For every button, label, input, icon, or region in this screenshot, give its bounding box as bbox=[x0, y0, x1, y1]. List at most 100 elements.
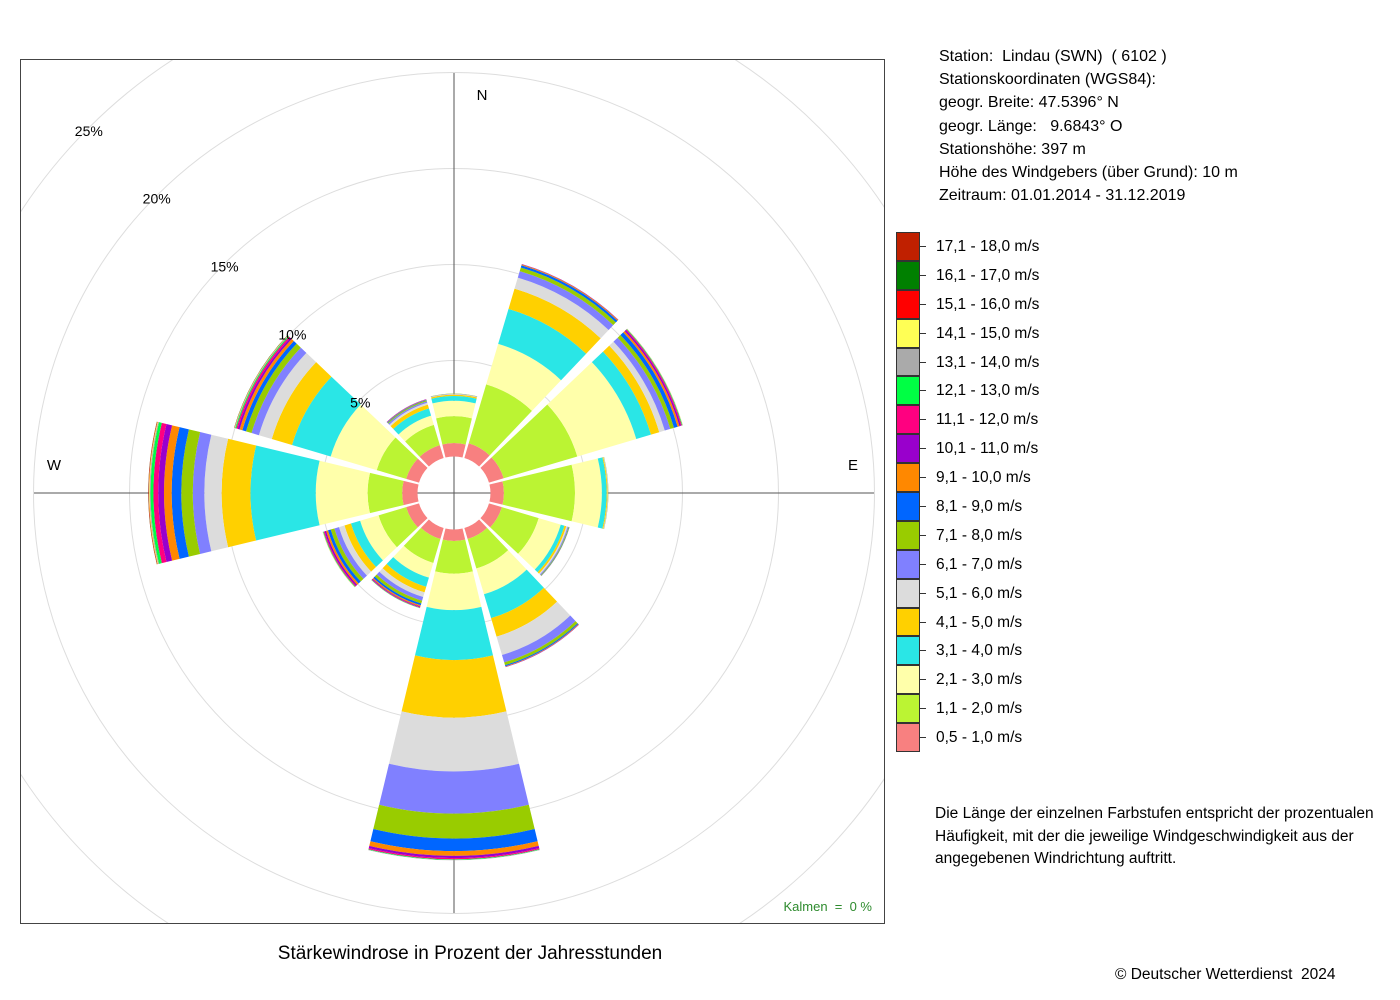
sector-60-class-6 bbox=[609, 341, 665, 433]
explanation-note: Die Länge der einzelnen Farbstufen entsp… bbox=[935, 805, 1374, 867]
sector-120-class-4 bbox=[534, 524, 565, 573]
sector-330-class-5 bbox=[390, 404, 429, 429]
legend-tick bbox=[920, 737, 926, 739]
sector-330-class-1 bbox=[419, 445, 444, 467]
sector-270-class-1 bbox=[402, 480, 419, 506]
sector-240-class-1 bbox=[406, 503, 428, 528]
legend-label: 7,1 - 8,0 m/s bbox=[936, 526, 1023, 544]
sector-300-class-3 bbox=[330, 404, 396, 471]
legend-label: 4,1 - 5,0 m/s bbox=[936, 613, 1023, 631]
legend-tick bbox=[920, 621, 926, 623]
sector-0-class-4 bbox=[431, 396, 477, 404]
legend-label: 14,1 - 15,0 m/s bbox=[936, 324, 1040, 342]
sector-150-class-6 bbox=[496, 601, 571, 655]
sector-330-class-3 bbox=[398, 415, 434, 442]
compass-e: E bbox=[848, 457, 858, 474]
legend-tick bbox=[920, 390, 926, 392]
chart-title: Stärkewindrose in Prozent der Jahresstun… bbox=[277, 943, 663, 964]
sector-270-class-13 bbox=[150, 422, 162, 564]
legend-tick bbox=[920, 592, 926, 594]
sector-300-class-9 bbox=[242, 341, 297, 432]
sector-150-class-8 bbox=[504, 621, 578, 666]
station-coords-heading: Stationskoordinaten (WGS84): bbox=[939, 71, 1156, 89]
sector-180-class-9 bbox=[370, 829, 538, 852]
legend-tick bbox=[920, 650, 926, 652]
compass-n: N bbox=[477, 87, 488, 104]
sector-180-class-12 bbox=[368, 848, 540, 860]
sector-270-class-11 bbox=[158, 423, 173, 563]
legend-label: 3,1 - 4,0 m/s bbox=[936, 642, 1023, 660]
sector-180-class-1 bbox=[442, 528, 466, 541]
sector-180-class-3 bbox=[426, 571, 482, 611]
sector-270-class-5 bbox=[221, 438, 257, 548]
copyright: © Deutscher Wetterdienst 2024 bbox=[1115, 966, 1336, 983]
sector-210-class-9 bbox=[373, 576, 422, 606]
legend-tick bbox=[920, 361, 926, 363]
legend-label: 13,1 - 14,0 m/s bbox=[936, 353, 1040, 371]
sector-180-class-2 bbox=[435, 539, 473, 574]
ring-label-3: 15% bbox=[211, 259, 239, 275]
legend-label: 10,1 - 11,0 m/s bbox=[936, 440, 1039, 458]
sector-210-class-3 bbox=[393, 545, 434, 578]
legend-swatch bbox=[896, 665, 920, 695]
legend-label: 6,1 - 7,0 m/s bbox=[936, 555, 1023, 573]
legend-tick bbox=[920, 274, 926, 276]
sector-90-class-5 bbox=[602, 457, 608, 529]
sector-90-class-6 bbox=[603, 457, 608, 529]
legend-swatch bbox=[896, 463, 920, 493]
sector-150-class-7 bbox=[501, 615, 576, 663]
sector-270-class-16 bbox=[148, 421, 158, 565]
sector-90-class-4 bbox=[597, 457, 607, 529]
sector-60-class-7 bbox=[613, 337, 671, 431]
sector-330-class-7 bbox=[388, 401, 428, 425]
legend-swatch bbox=[896, 434, 920, 464]
sector-270-class-3 bbox=[315, 460, 370, 526]
sector-60-class-5 bbox=[603, 345, 660, 435]
legend-swatch bbox=[896, 376, 920, 406]
sector-150-class-4 bbox=[483, 569, 544, 619]
sector-300-class-8 bbox=[245, 343, 301, 434]
sector-0-class-3 bbox=[432, 400, 476, 419]
legend-swatch bbox=[896, 520, 920, 550]
sector-90-class-1 bbox=[489, 481, 504, 505]
compass-w: W bbox=[47, 457, 62, 474]
sector-270-class-2 bbox=[367, 472, 404, 514]
sector-180-class-13 bbox=[368, 849, 540, 860]
sector-300-class-10 bbox=[239, 339, 294, 431]
legend-tick bbox=[920, 506, 926, 508]
sector-300-class-5 bbox=[271, 362, 332, 446]
legend-tick bbox=[920, 477, 926, 479]
sector-30-class-8 bbox=[519, 267, 616, 326]
sector-0-class-6 bbox=[430, 394, 478, 398]
sector-240-class-10 bbox=[326, 530, 359, 585]
sector-240-class-9 bbox=[327, 529, 361, 584]
sector-300-class-2 bbox=[376, 437, 418, 479]
legend-swatch bbox=[896, 260, 920, 290]
legend-tick bbox=[920, 448, 926, 450]
sector-210-class-2 bbox=[403, 527, 441, 563]
sector-240-class-8 bbox=[330, 528, 364, 582]
sector-270-class-4 bbox=[250, 445, 320, 541]
station-longitude: geogr. Länge: 9.6843° O bbox=[939, 117, 1123, 135]
sector-240-class-3 bbox=[360, 515, 397, 561]
sector-270-class-12 bbox=[153, 422, 167, 564]
sector-270-class-7 bbox=[192, 432, 212, 554]
legend-label: 0,5 - 1,0 m/s bbox=[936, 729, 1023, 747]
ring-label-1: 5% bbox=[350, 394, 370, 410]
sector-210-class-8 bbox=[374, 574, 423, 604]
sector-30-class-3 bbox=[486, 343, 562, 411]
sector-30-class-5 bbox=[508, 288, 601, 354]
legend-tick bbox=[920, 419, 926, 421]
legend-swatch bbox=[896, 636, 920, 666]
sector-30-class-4 bbox=[498, 308, 587, 381]
sector-240-class-5 bbox=[344, 523, 377, 572]
sector-60-class-9 bbox=[620, 332, 678, 428]
anemometer-height: Höhe des Windgebers (über Grund): 10 m bbox=[939, 164, 1238, 182]
sector-0-class-8 bbox=[430, 393, 478, 397]
legend-tick bbox=[920, 303, 926, 305]
legend-label: 11,1 - 12,0 m/s bbox=[936, 411, 1039, 429]
sector-270-class-10 bbox=[164, 425, 180, 561]
sector-30-class-7 bbox=[517, 271, 614, 331]
legend-swatch bbox=[896, 549, 920, 579]
legend-label: 15,1 - 16,0 m/s bbox=[936, 295, 1040, 313]
